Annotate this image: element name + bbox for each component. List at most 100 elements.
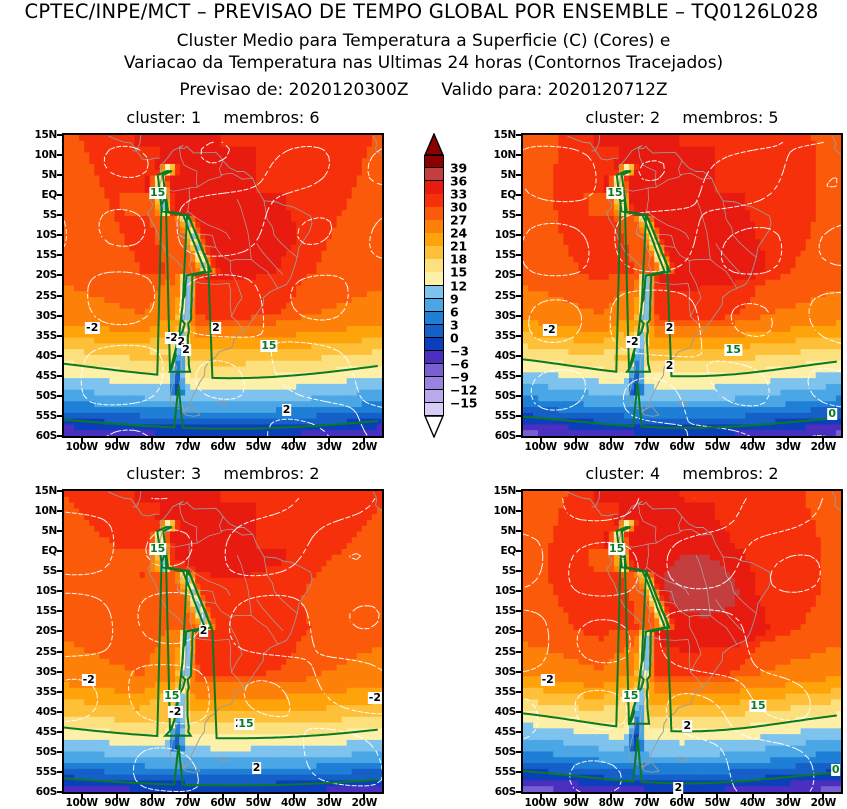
y-axis-tick	[57, 791, 62, 793]
colorbar-tick-label: 24	[450, 225, 467, 241]
x-axis-tick	[328, 438, 330, 443]
colorbar-tick-label: 36	[450, 173, 467, 189]
y-axis-tick	[516, 374, 521, 377]
y-axis-tick	[57, 214, 62, 217]
y-axis-tick	[516, 510, 521, 513]
y-axis-label: 5N	[41, 525, 58, 538]
y-axis-label: 10S	[494, 585, 517, 598]
subtitle-line-1: Cluster Medio para Temperatura a Superfi…	[176, 31, 671, 51]
contour-label: 15	[606, 186, 624, 200]
x-axis-tick	[186, 794, 189, 799]
map-plot-area	[521, 489, 843, 794]
y-axis-label: 20S	[494, 625, 517, 638]
x-axis-label: 60W	[210, 441, 236, 453]
x-axis-tick	[292, 438, 295, 443]
subtitle-line-2: Variacao da Temperatura nas Ultimas 24 h…	[123, 53, 724, 73]
contour-label: -2	[164, 330, 179, 344]
x-axis-tick	[787, 438, 789, 443]
y-axis-label: 30S	[494, 309, 517, 322]
x-axis-tick	[151, 794, 154, 799]
x-axis-label: 20W	[810, 441, 837, 453]
x-axis-label: 30W	[775, 441, 801, 453]
y-axis-tick	[57, 274, 62, 277]
y-axis-tick	[516, 314, 521, 317]
y-axis-label: 60S	[494, 430, 517, 442]
y-axis-label: 40S	[494, 705, 517, 718]
colorbar-tick-label: 3	[450, 317, 459, 333]
y-axis-tick	[57, 314, 62, 317]
members-label: membros:	[682, 108, 764, 127]
y-axis-label: 40S	[35, 705, 58, 718]
members-label: membros:	[223, 108, 305, 127]
y-axis-label: EQ	[41, 545, 58, 558]
x-axis-label: 40W	[740, 797, 766, 809]
y-axis-tick	[57, 730, 62, 733]
map-plot-area	[521, 133, 843, 438]
y-axis-label: 15N	[493, 485, 517, 497]
y-axis-tick	[57, 690, 62, 693]
colorbar-tick-label: −6	[450, 356, 469, 372]
y-axis-tick	[57, 750, 62, 753]
contour-label: 0	[827, 406, 837, 420]
contour-label: 15	[607, 542, 626, 556]
y-axis-label: 15S	[494, 249, 517, 262]
y-axis-tick	[516, 254, 521, 257]
y-axis-tick	[516, 630, 521, 633]
colorbar-tick-label: 30	[450, 199, 467, 215]
contour-label: 2	[664, 320, 675, 334]
x-axis-label: 40W	[281, 797, 307, 809]
y-axis-tick	[57, 610, 62, 613]
y-axis-label: 5N	[41, 169, 58, 182]
x-axis-tick	[681, 438, 683, 443]
y-axis-tick	[57, 650, 62, 653]
y-axis-tick	[516, 435, 521, 437]
y-axis-label: 50S	[35, 389, 58, 402]
y-axis-label: 10N	[34, 505, 58, 518]
x-axis-label: 50W	[245, 797, 272, 809]
colorbar-tick-label: 21	[450, 238, 467, 254]
y-axis-tick	[57, 530, 62, 533]
x-axis-label: 90W	[104, 441, 130, 453]
map-panel-cluster-4[interactable]: 15N 10N 5N EQ 5S 10S 15S 20S 25S 30S 35S 40S 45S 50S 5…	[494, 485, 843, 809]
y-axis-tick	[516, 650, 521, 653]
cluster-value: 4	[650, 464, 661, 483]
contour-label: 2	[664, 358, 675, 372]
x-axis-tick	[116, 794, 118, 799]
y-axis-label: EQ	[500, 189, 517, 202]
colorbar-tick-label: 9	[450, 291, 459, 307]
contour-label: 2	[281, 402, 292, 416]
colorbar-band	[424, 194, 444, 208]
x-axis-tick	[292, 794, 295, 799]
y-axis-tick	[57, 134, 62, 136]
y-axis-label: 15S	[35, 249, 58, 262]
colorbar-tick-label: −3	[450, 343, 469, 359]
y-axis-tick	[57, 294, 62, 297]
members-value: 5	[768, 108, 779, 127]
y-axis-label: 10S	[35, 585, 58, 598]
x-axis-label: 90W	[563, 441, 589, 453]
y-axis-label: 5N	[500, 169, 517, 182]
y-axis-label: 45S	[494, 725, 517, 738]
colorbar-band	[424, 155, 444, 169]
chart-header: CPTEC/INPE/MCT – PREVISAO DE TEMPO GLOBA…	[0, 0, 847, 102]
cluster-label: cluster:	[126, 108, 186, 127]
contour-label: 2	[181, 342, 191, 356]
y-axis-label: 55S	[494, 765, 517, 778]
y-axis-label: 5S	[42, 209, 58, 222]
x-axis-label: 60W	[210, 797, 236, 809]
y-axis-tick	[57, 414, 62, 417]
forecast-value: 2020120300Z	[288, 80, 409, 100]
colorbar-band	[424, 181, 444, 195]
contour-label: 15	[163, 688, 181, 702]
y-axis-tick	[57, 710, 62, 713]
x-axis-tick	[151, 438, 154, 443]
map-panel-cluster-2[interactable]: 15N 10N 5N EQ 5S 10S 15S 20S 25S 30S 35S 40S 45S 50S 5…	[494, 129, 843, 453]
x-axis-label: 30W	[316, 797, 342, 809]
map-panel-cluster-1[interactable]: 15N 10N 5N EQ 5S 10S 15S 20S 25S 30S 35S 40S 45S 50S 5…	[35, 129, 384, 453]
colorbar-band	[424, 402, 444, 417]
y-axis-tick	[57, 510, 62, 513]
colorbar-tick-label: 6	[450, 304, 459, 320]
map-panel-cluster-3[interactable]: 15N 10N 5N EQ 5S 10S 15S 20S 25S 30S 35S 40S 45S 50S 5…	[35, 485, 384, 809]
x-axis-tick	[822, 794, 825, 799]
x-axis-label: 40W	[740, 441, 766, 453]
